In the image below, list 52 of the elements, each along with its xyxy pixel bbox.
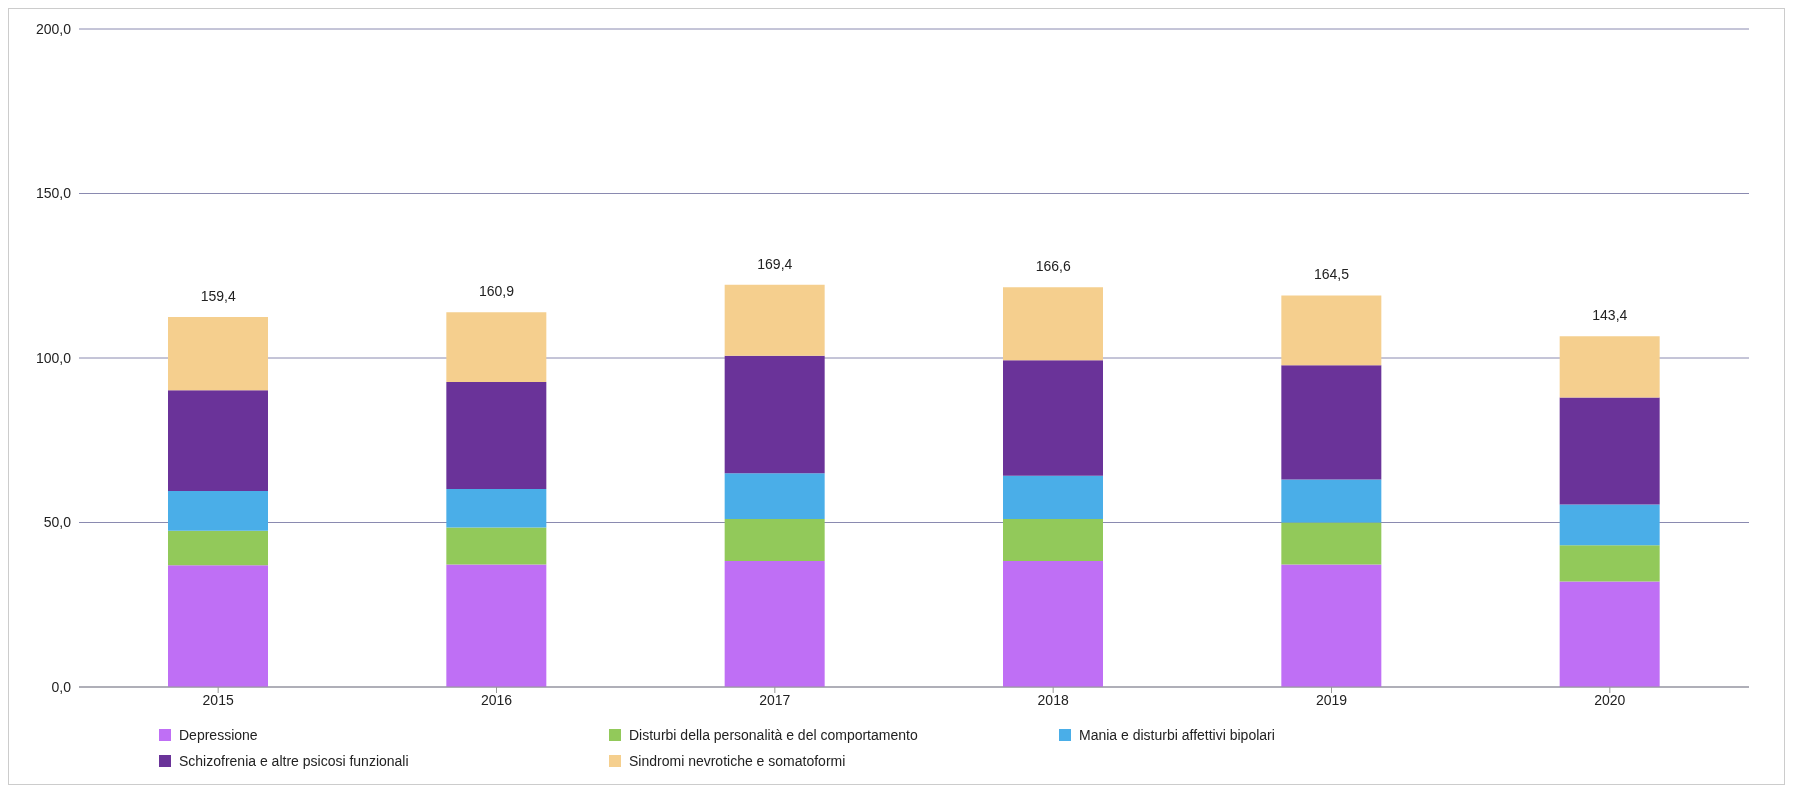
legend-label: Depressione [179,727,258,743]
bar [446,488,547,528]
bar [1281,522,1382,565]
bar [446,382,547,489]
bar [724,473,825,519]
annotation: 159,4 [200,287,236,304]
bar [724,284,825,356]
bar [1003,560,1103,687]
bar [1003,475,1103,519]
legend-label: Schizofrenia e altre psicosi funzionali [179,753,409,769]
bar [168,490,268,531]
bar [1003,287,1103,361]
legend-label: Sindromi nevrotiche e somatoformi [629,753,846,769]
bar [724,355,825,474]
y-tick-label: 100,0 [35,349,72,366]
y-tick-label: 150,0 [35,185,72,202]
bar [1559,545,1660,582]
x-tick-label: 2018 [1037,691,1069,708]
annotation: 143,4 [1592,307,1628,324]
legend-label: Disturbi della personalità e del comportamento [629,727,918,743]
bar [168,530,268,566]
legend-label: Mania e disturbi affettivi bipolari [1079,727,1275,743]
y-tick-label: 200,0 [35,20,72,37]
bar [1281,479,1382,523]
annotation: 166,6 [1035,258,1071,275]
bar [1559,397,1660,505]
annotation: 160,9 [478,283,515,300]
bar [446,564,547,687]
x-tick-label: 2016 [480,691,513,708]
x-tick-label: 2017 [759,691,791,708]
bar [446,527,547,565]
bar [1003,360,1103,476]
bar [1003,518,1103,561]
bar [168,390,268,491]
y-tick-label: 0,0 [51,678,72,695]
bar [1559,581,1660,687]
bar [446,312,547,383]
y-tick-label: 50,0 [43,514,72,531]
x-tick-label: 2019 [1315,691,1348,708]
bar [724,518,825,561]
bar [1281,365,1382,480]
bar [1281,564,1382,687]
x-tick-label: 2015 [202,691,234,708]
annotation: 164,5 [1313,266,1350,283]
bar [168,316,268,391]
annotation: 169,4 [757,255,793,272]
bar [1559,336,1660,398]
bar [1281,295,1382,366]
bar [1559,504,1660,546]
bar [168,565,268,687]
x-tick-label: 2020 [1594,691,1626,708]
bar [724,560,825,687]
